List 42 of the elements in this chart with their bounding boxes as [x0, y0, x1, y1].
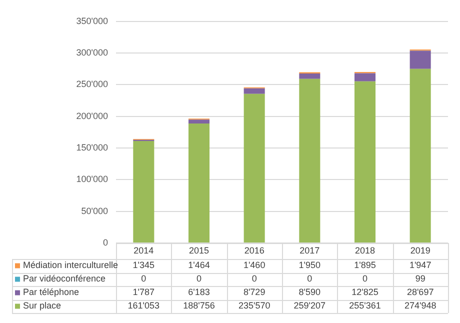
- data-label: 0: [362, 274, 368, 284]
- y-tick-label: 250'000: [76, 79, 108, 90]
- y-tick-label: 200'000: [76, 110, 108, 121]
- data-label: 161'053: [128, 300, 160, 311]
- data-label: 0: [141, 274, 146, 284]
- data-label: 1'947: [409, 260, 432, 270]
- data-label: 255'361: [349, 300, 381, 311]
- data-label: 259'207: [294, 300, 326, 311]
- data-label: 6'183: [188, 287, 210, 298]
- legend-label: Sur place: [23, 300, 62, 311]
- data-label: 8'590: [298, 287, 321, 298]
- y-tick-label: 50'000: [81, 206, 108, 216]
- x-tick-label: 2019: [410, 245, 430, 256]
- y-tick-label: 350'000: [76, 16, 108, 26]
- data-label: 28'697: [406, 287, 434, 298]
- data-label: 1'464: [188, 260, 210, 270]
- data-label: 1'345: [132, 260, 155, 270]
- y-tick-label: 0: [102, 237, 108, 248]
- data-label: 1'950: [298, 260, 321, 270]
- y-tick-label: 100'000: [76, 174, 108, 184]
- x-tick-label: 2017: [300, 245, 320, 256]
- legend-label: Par vidéoconférence: [23, 274, 106, 284]
- data-label: 0: [252, 274, 257, 284]
- data-label: 1'787: [132, 287, 155, 298]
- y-tick-label: 300'000: [76, 48, 108, 58]
- x-tick-label: 2016: [244, 245, 264, 256]
- x-tick-label: 2015: [188, 245, 210, 256]
- x-tick-label: 2014: [134, 245, 154, 256]
- data-label: 99: [415, 274, 426, 284]
- legend-label: Médiation interculturelle: [23, 260, 118, 270]
- data-label: 0: [307, 274, 312, 284]
- data-label: 0: [196, 274, 202, 284]
- data-label: 8'729: [243, 287, 266, 298]
- legend-label: Par téléphone: [23, 287, 80, 298]
- data-label: 1'895: [354, 260, 376, 270]
- data-label: 1'460: [243, 260, 266, 270]
- data-label: 12'825: [352, 287, 378, 298]
- x-tick-label: 2018: [354, 245, 376, 256]
- data-label: 274'948: [404, 300, 436, 311]
- data-label: 235'570: [238, 300, 270, 311]
- data-label: 188'756: [183, 300, 215, 311]
- y-tick-label: 150'000: [76, 142, 108, 153]
